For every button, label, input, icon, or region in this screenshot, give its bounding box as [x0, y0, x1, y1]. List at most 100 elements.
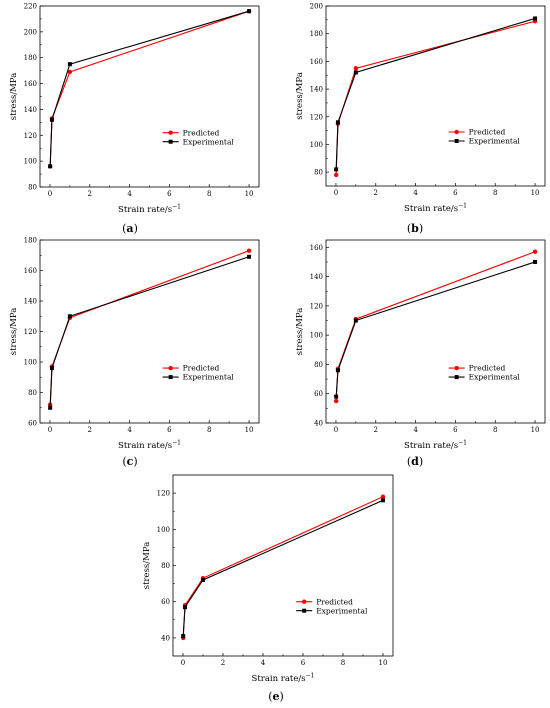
- legend-label: Experimental: [183, 373, 235, 382]
- x-tick-label: 10: [245, 426, 254, 434]
- x-tick-label: 0: [334, 426, 338, 434]
- x-tick-label: 6: [453, 189, 458, 197]
- caption-paren-close: ): [133, 455, 137, 468]
- x-axis-label-text: Strain rate/s: [118, 441, 172, 451]
- legend-marker-predicted: [168, 365, 173, 371]
- plot-frame: [172, 474, 394, 657]
- y-tick-label: 160: [24, 267, 37, 275]
- x-tick-label: 2: [374, 189, 378, 197]
- legend-label: Experimental: [469, 373, 521, 382]
- x-axis-label: Strain rate/s−1: [404, 203, 467, 215]
- data-point-experimental: [48, 164, 53, 169]
- x-axis-label-superscript: −1: [172, 204, 181, 211]
- data-point-experimental: [335, 120, 340, 125]
- x-tick-label: 4: [127, 190, 132, 198]
- x-axis-label: Strain rate/s−1: [252, 673, 315, 685]
- plot-frame: [325, 239, 546, 424]
- y-tick-label: 60: [28, 420, 37, 428]
- data-point-predicted: [67, 69, 73, 75]
- x-tick-label: 8: [493, 189, 497, 197]
- legend-marker-experimental: [302, 608, 307, 613]
- y-axis-label: stress/MPa: [295, 308, 305, 356]
- y-tick-label: 140: [24, 106, 37, 114]
- x-tick-label: 2: [221, 659, 225, 667]
- data-point-predicted: [246, 248, 252, 253]
- data-point-experimental: [247, 254, 252, 259]
- data-point-experimental: [49, 366, 54, 371]
- chart-panel-d: 0 2 4 6 8 10 40 60 80 100 120 140 160 Strain rate/s−1…: [295, 239, 546, 468]
- y-tick-label: 200: [310, 3, 323, 11]
- caption-letter: a: [126, 222, 133, 235]
- x-tick-label: 8: [341, 659, 345, 667]
- legend-label: Predicted: [469, 128, 506, 137]
- x-tick-label: 4: [413, 189, 418, 197]
- data-point-predicted: [333, 172, 339, 178]
- legend-marker-experimental: [168, 375, 173, 380]
- y-axis-label: stress/MPa: [295, 72, 305, 120]
- y-tick-label: 100: [24, 359, 37, 367]
- x-tick-label: 2: [88, 190, 92, 198]
- data-point-experimental: [381, 498, 385, 503]
- series-line-predicted: [335, 20, 536, 175]
- legend-marker-experimental: [454, 139, 459, 143]
- data-point-experimental: [533, 16, 538, 21]
- y-tick-label: 120: [24, 328, 37, 336]
- plot-frame: [39, 5, 260, 188]
- data-point-predicted: [353, 66, 359, 71]
- caption-paren-open: (: [122, 222, 126, 235]
- data-point-predicted: [532, 249, 538, 254]
- y-tick-label: 100: [310, 141, 323, 149]
- y-tick-label: 100: [310, 332, 323, 340]
- y-tick-label: 180: [24, 237, 37, 245]
- x-tick-label: 0: [48, 426, 52, 434]
- panel-caption: (e): [268, 690, 284, 703]
- y-tick-label: 180: [24, 54, 37, 62]
- chart-panel-b: 0 2 4 6 8 10 80 100 120 140 160 180 200 Strain rate/s…: [295, 3, 546, 235]
- caption-paren-close: ): [419, 455, 423, 468]
- y-axis-label: stress/MPa: [9, 308, 19, 356]
- data-point-experimental: [334, 167, 339, 172]
- y-tick-label: 40: [314, 420, 323, 428]
- x-axis-label-superscript: −1: [172, 440, 181, 447]
- caption-paren-close: ): [134, 222, 138, 235]
- x-axis-label-superscript: −1: [306, 673, 315, 680]
- y-tick-label: 60: [314, 390, 323, 398]
- data-point-predicted: [380, 494, 386, 499]
- legend-label: Predicted: [183, 128, 220, 137]
- data-point-experimental: [201, 577, 205, 582]
- y-tick-label: 120: [24, 132, 37, 140]
- chart-panel-a: 0 2 4 6 8 10 80 100 120 140 160 180 200 220 Strain rat…: [9, 3, 260, 235]
- legend-label: Experimental: [469, 137, 521, 146]
- x-tick-label: 4: [127, 426, 132, 434]
- y-tick-label: 40: [161, 634, 170, 642]
- y-tick-label: 140: [310, 86, 323, 94]
- y-tick-label: 80: [161, 562, 170, 570]
- x-axis-label: Strain rate/s−1: [118, 440, 181, 452]
- y-tick-label: 160: [24, 80, 37, 88]
- legend-marker-predicted: [168, 130, 173, 135]
- panel-caption: (a): [122, 222, 138, 235]
- caption-paren-close: ): [280, 690, 284, 703]
- panel-caption: (b): [407, 222, 423, 235]
- x-tick-label: 0: [48, 190, 52, 198]
- y-tick-label: 80: [28, 389, 37, 397]
- y-tick-label: 180: [310, 30, 323, 38]
- series-line-experimental: [49, 256, 250, 408]
- data-point-experimental: [183, 605, 187, 610]
- x-tick-label: 6: [167, 426, 172, 434]
- data-point-experimental: [247, 9, 252, 14]
- y-tick-label: 80: [314, 169, 323, 177]
- data-point-experimental: [67, 314, 72, 319]
- y-tick-label: 120: [310, 113, 323, 121]
- legend-label: Experimental: [183, 137, 235, 146]
- y-tick-label: 200: [24, 28, 37, 36]
- x-axis-label: Strain rate/s−1: [404, 440, 467, 452]
- x-tick-label: 2: [88, 426, 92, 434]
- data-point-predicted: [333, 398, 339, 404]
- data-point-experimental: [49, 117, 54, 122]
- x-tick-label: 0: [334, 189, 338, 197]
- y-tick-label: 80: [314, 361, 323, 369]
- x-axis-label-text: Strain rate/s: [252, 674, 306, 684]
- x-tick-label: 8: [493, 426, 497, 434]
